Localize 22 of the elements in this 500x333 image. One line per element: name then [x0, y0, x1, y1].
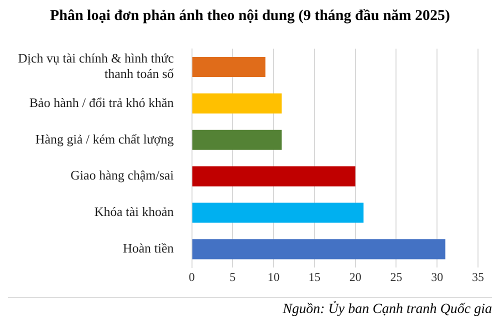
text: Nguồn: Ủy ban Cạnh tranh Quốc gia [8, 298, 492, 318]
chart-title: Phân loại đơn phản ánh theo nội dung (9 tháng đầu năm 2025) [48, 8, 452, 25]
x-tick-label: 0 [188, 270, 195, 284]
x-tick-label: 30 [431, 270, 444, 284]
x-tick-label: 15 [308, 270, 320, 284]
y-tick-label: Dịch vụ tài chính & hình thức thanh toán số [18, 50, 174, 82]
bar [192, 130, 282, 150]
y-tick-label: Khóa tài khoản [94, 204, 174, 220]
bar [192, 239, 446, 260]
y-tick-label: Giao hàng chậm/sai [70, 168, 174, 183]
bar [192, 57, 266, 78]
y-tick-label: Bảo hành / đổi trả khó khăn [29, 94, 174, 110]
bar [192, 166, 356, 186]
y-tick-label: Hàng giả / kém chất lượng [35, 131, 174, 146]
x-tick-label: 20 [349, 270, 362, 284]
x-tick-label: 10 [268, 270, 280, 284]
x-tick-label: 35 [472, 270, 484, 284]
x-tick-label: 25 [390, 270, 402, 284]
bar [192, 93, 282, 114]
x-tick-label: 5 [230, 270, 236, 284]
bar [192, 202, 364, 223]
y-tick-label: Hoàn tiền [122, 240, 174, 256]
